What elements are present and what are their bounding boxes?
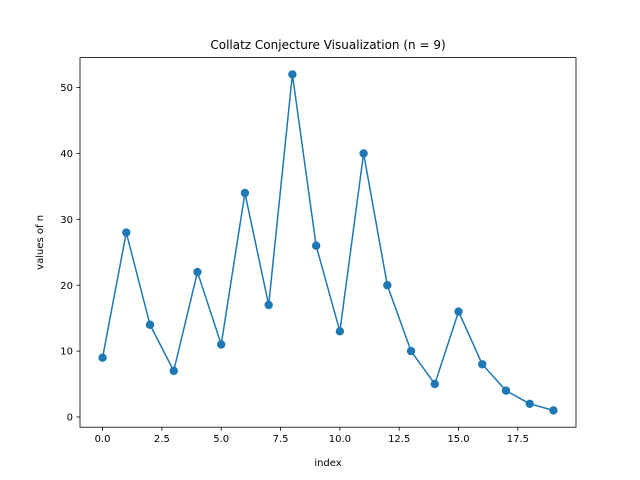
- plot-frame: [79, 57, 577, 428]
- data-point: [169, 366, 178, 376]
- data-point: [359, 149, 368, 158]
- data-point: [240, 188, 250, 198]
- series-line: [101, 73, 554, 412]
- data-point: [145, 320, 155, 329]
- x-tick-label: 17.5: [507, 434, 529, 445]
- data-point: [383, 281, 392, 290]
- x-tick-label: 12.5: [388, 434, 410, 445]
- y-tick-label: 10: [60, 347, 73, 358]
- y-tick-label: 40: [60, 149, 73, 160]
- data-point: [454, 307, 463, 316]
- x-tick-label: 7.5: [273, 434, 289, 445]
- y-tick-label: 0: [67, 413, 73, 424]
- x-tick-label: 15.0: [447, 434, 469, 445]
- data-point: [478, 360, 487, 369]
- x-tick-label: 0.0: [95, 434, 111, 445]
- y-axis-label: values of n: [35, 215, 46, 270]
- data-point: [406, 346, 416, 356]
- data-point: [335, 327, 345, 336]
- x-axis-label: index: [314, 458, 341, 469]
- data-point: [264, 300, 273, 310]
- x-tick-label: 10.0: [329, 434, 351, 445]
- x-tick-label: 5.0: [213, 434, 229, 445]
- data-point: [430, 379, 439, 389]
- x-tick-label: 2.5: [154, 434, 170, 445]
- data-point: [122, 228, 131, 237]
- chart-title: Collatz Conjecture Visualization (n = 9): [210, 38, 445, 52]
- data-point: [311, 241, 321, 250]
- data-point: [288, 70, 297, 79]
- plot-series: [98, 70, 558, 415]
- y-tick-label: 30: [60, 215, 73, 226]
- y-tick-label: 20: [60, 281, 73, 292]
- data-point: [549, 406, 558, 415]
- data-point: [501, 386, 511, 395]
- axis-ticks: 0.0 2.5 5.0 7.5 10.0 12.5 15.0 17.5 0 10 20 30 40 50: [60, 83, 529, 445]
- data-point: [193, 267, 202, 277]
- data-point: [98, 353, 107, 362]
- data-point: [217, 340, 226, 349]
- y-tick-label: 50: [60, 83, 73, 94]
- data-point: [525, 399, 534, 409]
